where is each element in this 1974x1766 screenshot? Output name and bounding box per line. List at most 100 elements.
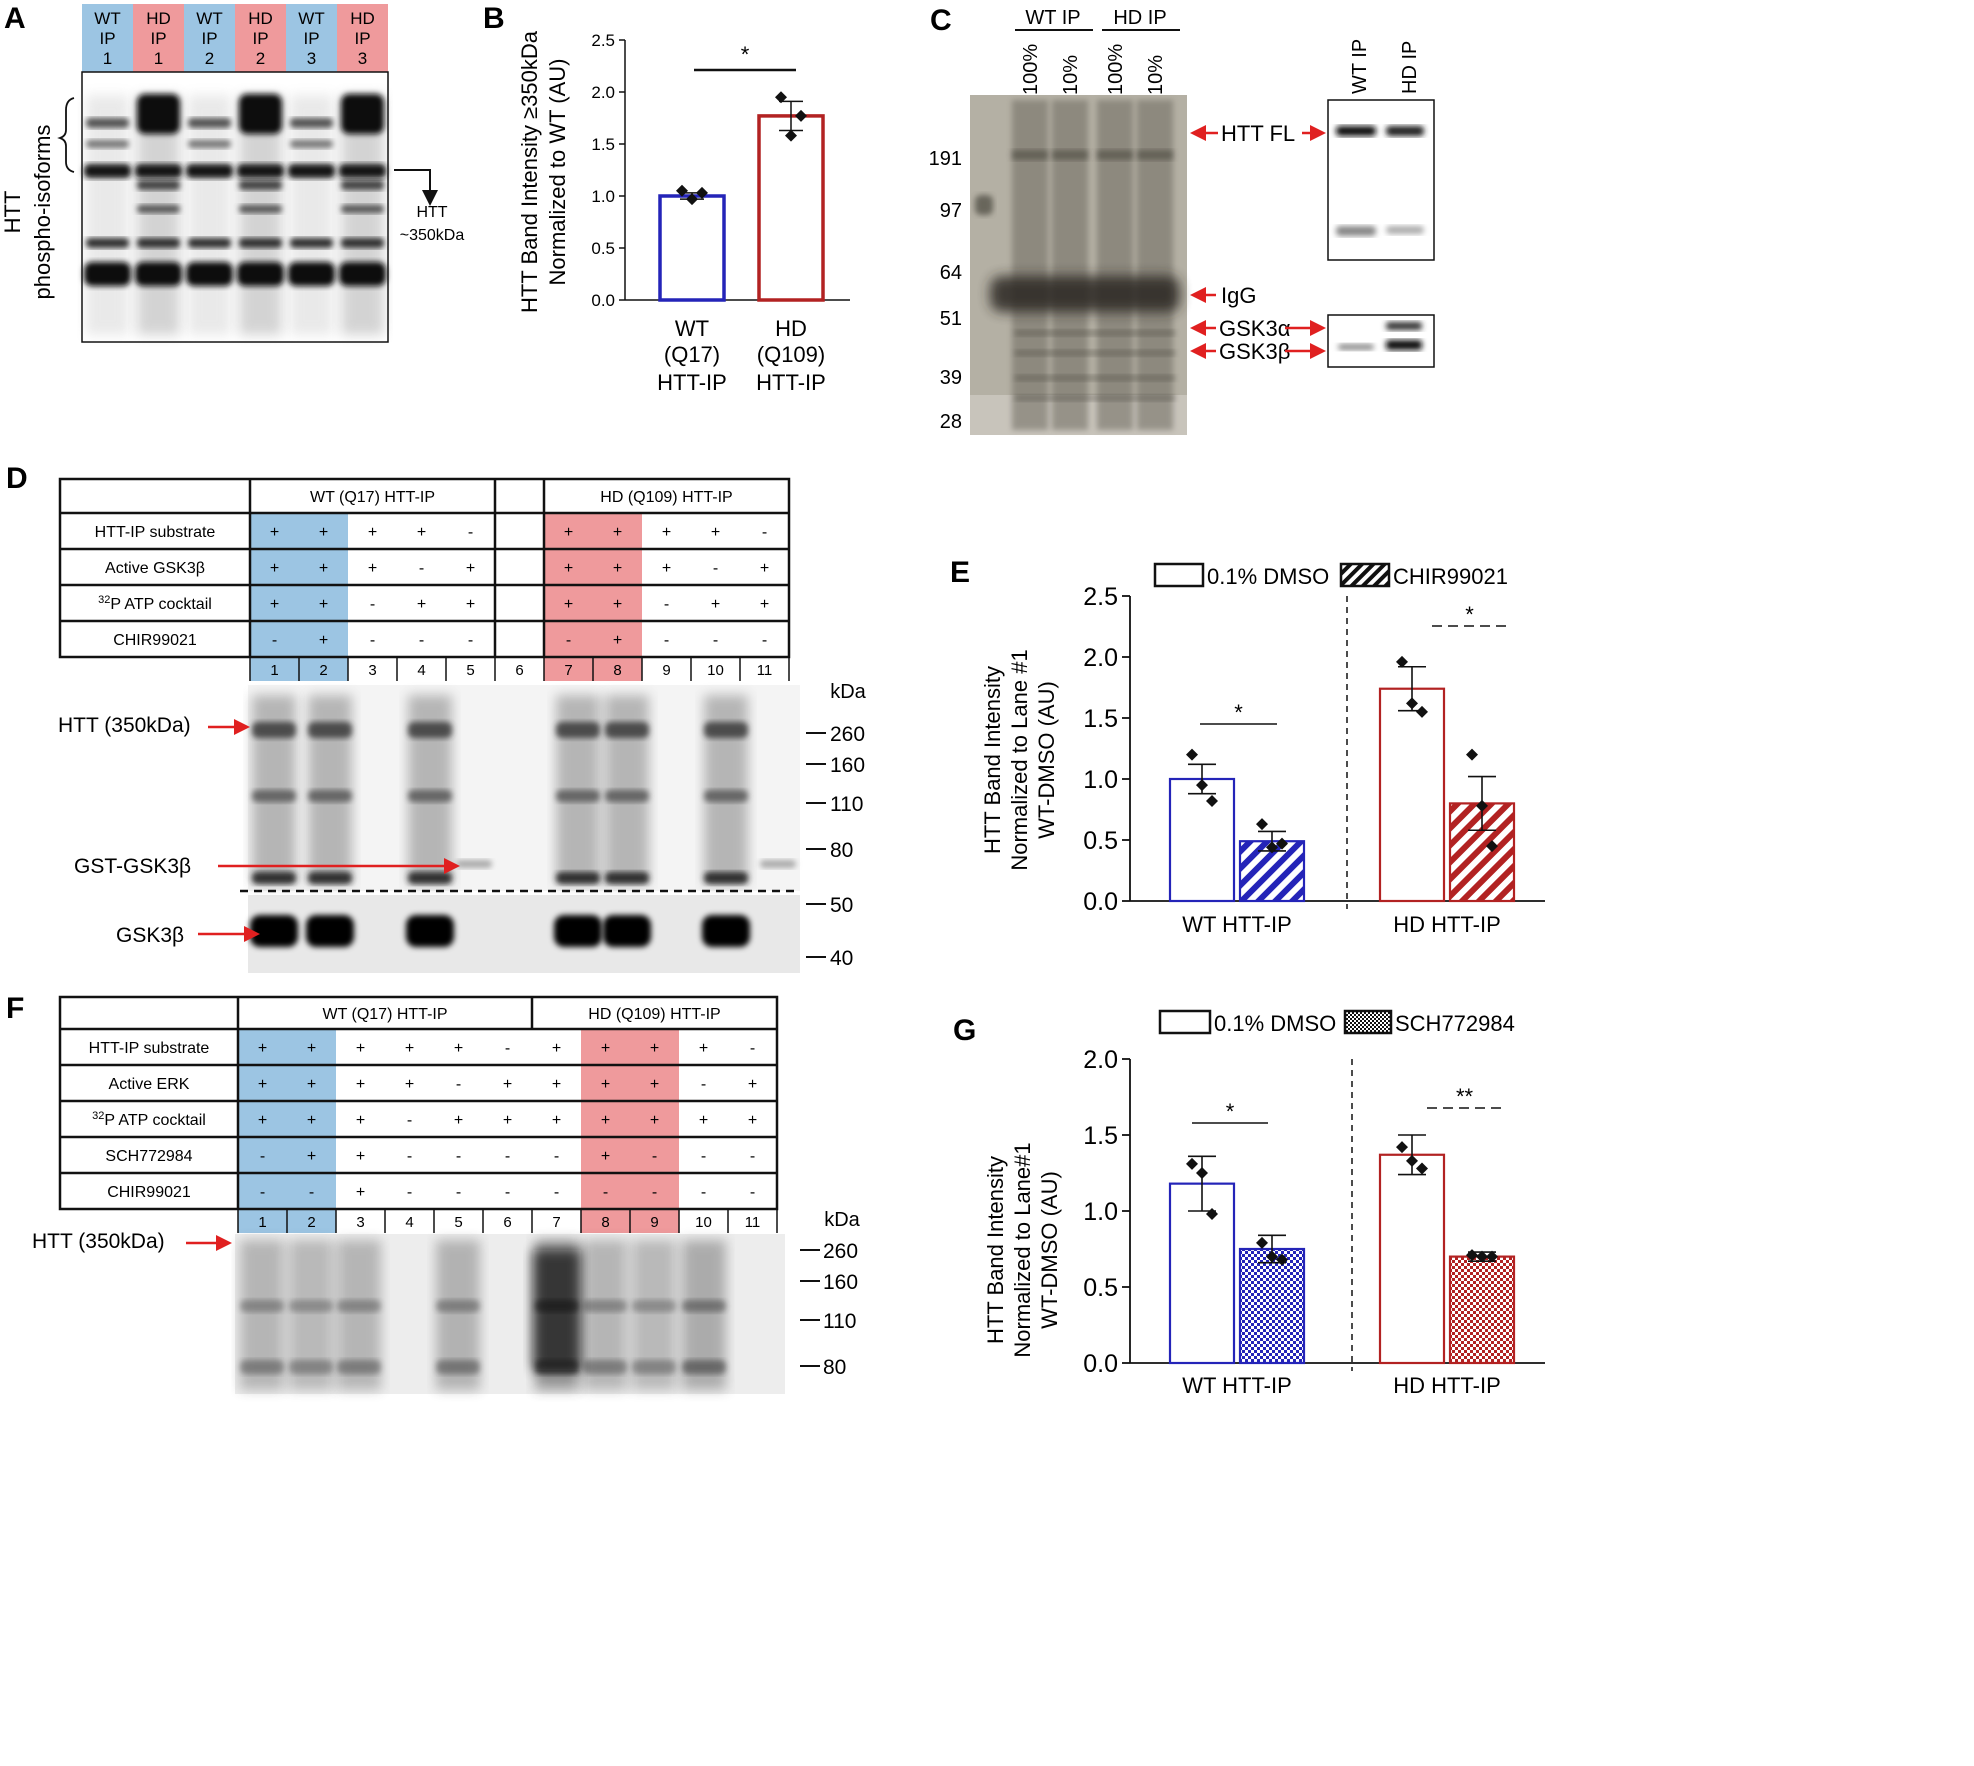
- cell-value: +: [564, 596, 573, 613]
- cell-value: -: [260, 1148, 265, 1165]
- cell-value: +: [258, 1040, 267, 1057]
- lane-header-line1: HD: [248, 9, 273, 28]
- cell-value: +: [601, 1148, 610, 1165]
- heavy-band: [339, 262, 386, 286]
- panel-c-gel: 191 97 64 51 39 28 WT IP HD IP 100% 10% 100% 10%: [929, 7, 1187, 435]
- htt-350-band: [288, 164, 335, 178]
- marker-label: 160: [830, 754, 865, 777]
- band: [436, 1300, 480, 1312]
- data-point: [1416, 1162, 1428, 1175]
- cell-value: +: [564, 524, 573, 541]
- y-tick-label: 2.0: [1083, 1046, 1118, 1074]
- cell-value: +: [662, 524, 671, 541]
- htt-band: [704, 722, 748, 738]
- category-label: (Q109): [757, 342, 825, 367]
- panel-g-ylabel-3: WT-DMSO (AU): [1037, 1171, 1062, 1329]
- band: [704, 872, 748, 884]
- panel-d: WT (Q17) HTT-IP HD (Q109) HTT-IP HTT-IP su…: [58, 477, 867, 973]
- significance-label: *: [1226, 1099, 1235, 1124]
- cell-value: +: [356, 1184, 365, 1201]
- lane-number: 11: [757, 662, 773, 679]
- red-arrow-icon: [1310, 320, 1326, 336]
- category-label: HD: [775, 316, 807, 341]
- phospho-isoform-band: [239, 94, 282, 134]
- cell-value: +: [319, 632, 328, 649]
- cell-value: +: [650, 1112, 659, 1129]
- data-point: [1476, 799, 1488, 812]
- band: [632, 1300, 676, 1312]
- lane-header-cell: [133, 4, 184, 72]
- panel-d-condition-table: WT (Q17) HTT-IP HD (Q109) HTT-IP HTT-IP su…: [58, 477, 791, 681]
- lane-header-line2: IP: [99, 29, 115, 48]
- band: [188, 238, 231, 248]
- mw-marker: 28: [940, 411, 962, 433]
- cell-value: +: [270, 596, 279, 613]
- lane-number: 6: [515, 662, 523, 679]
- gsk3a-band: [1386, 322, 1422, 330]
- highlight-cell: [630, 1029, 679, 1233]
- cell-value: +: [319, 524, 328, 541]
- panel-a-blot-frame: [81, 71, 389, 343]
- bar: [1168, 777, 1236, 903]
- lane-number: 7: [564, 662, 572, 679]
- panel-e-ylabel-3: WT-DMSO (AU): [1034, 681, 1059, 839]
- cell-value: -: [419, 560, 424, 577]
- highlight-cell: [250, 513, 299, 681]
- heavy-band: [186, 262, 233, 286]
- panel-label-d: D: [6, 462, 28, 495]
- cell-value: +: [466, 560, 475, 577]
- cell-value: +: [368, 524, 377, 541]
- y-tick-label: 1.5: [591, 135, 615, 154]
- cell-value: +: [417, 596, 426, 613]
- cell-value: +: [601, 1040, 610, 1057]
- label-igg: IgG: [1221, 283, 1256, 308]
- cell-value: +: [368, 560, 377, 577]
- cell-value: +: [613, 596, 622, 613]
- arrow-label-htt: HTT (350kDa): [58, 714, 191, 737]
- cell-value: -: [652, 1148, 657, 1165]
- lane-number: 8: [613, 662, 621, 679]
- band: [605, 790, 649, 802]
- panel-a-brace: [57, 97, 75, 173]
- panel-a-band-label-htt: HTT: [416, 204, 447, 221]
- lane-header-line2: IP: [201, 29, 217, 48]
- htt-350-band: [135, 164, 182, 178]
- y-tick-label: 2.0: [1083, 644, 1118, 672]
- blot-lane-label: HD IP: [1399, 41, 1421, 94]
- cell-value: +: [564, 560, 573, 577]
- lane-number: 5: [466, 662, 474, 679]
- cell-value: -: [456, 1076, 461, 1093]
- htt-band: [605, 722, 649, 738]
- lane-header-line1: HD: [350, 9, 375, 28]
- band: [240, 1300, 284, 1312]
- lane-number: 4: [405, 1214, 413, 1231]
- bar: [658, 194, 726, 302]
- blot-lane-label: WT IP: [1349, 39, 1371, 94]
- gel-band: [1015, 395, 1175, 401]
- gel-band: [1012, 150, 1048, 160]
- cell-value: -: [750, 1040, 755, 1057]
- band: [239, 238, 282, 248]
- data-point: [1186, 1157, 1198, 1170]
- cell-value: +: [699, 1112, 708, 1129]
- data-point: [686, 193, 698, 206]
- minor-band: [341, 205, 384, 213]
- htt-band: [252, 722, 296, 738]
- significance-label: *: [741, 42, 750, 67]
- panel-f-condition-table: WT (Q17) HTT-IP HD (Q109) HTT-IP HTT-IP su…: [58, 995, 779, 1233]
- kda-header: kDa: [824, 1209, 860, 1231]
- y-tick-label: 1.0: [591, 187, 615, 206]
- lane-header-line2: IP: [354, 29, 370, 48]
- lane-header-cell: [82, 4, 133, 72]
- cell-value: +: [503, 1112, 512, 1129]
- panel-c-blots: WT IP HD IP: [1327, 39, 1435, 368]
- cell-value: +: [258, 1112, 267, 1129]
- red-arrow-icon: [234, 719, 250, 735]
- gsk3b-band: [250, 915, 298, 947]
- cell-value: +: [760, 596, 769, 613]
- lane-header-line3: 1: [154, 49, 163, 68]
- data-point: [795, 109, 807, 122]
- marker-label: 40: [830, 947, 853, 970]
- data-point: [1206, 1208, 1218, 1221]
